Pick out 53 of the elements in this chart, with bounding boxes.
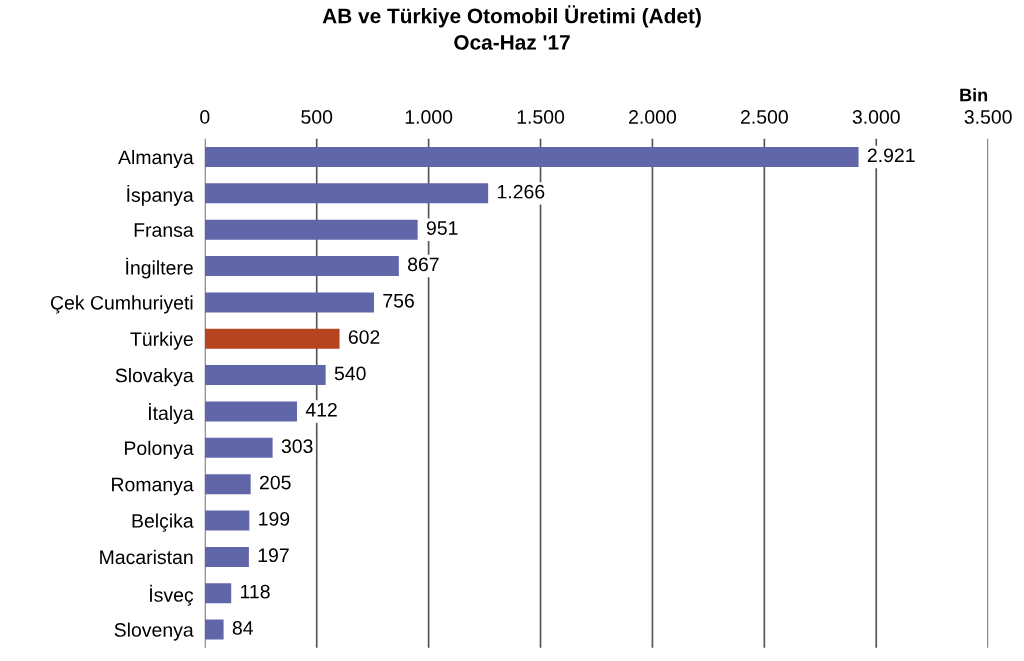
x-tick-label: 0: [200, 110, 210, 124]
bar: [204, 292, 375, 313]
data-label: 540: [334, 366, 366, 381]
data-label: 118: [241, 584, 270, 599]
y-tick-label: Slovenya: [114, 622, 194, 641]
bar: [204, 619, 224, 640]
y-tick-label: İtalya: [149, 403, 194, 424]
data-label: 602: [348, 330, 380, 344]
y-tick-label: Romanya: [112, 477, 194, 496]
data-label: 951: [426, 221, 458, 235]
x-tick-label: 2.000: [629, 110, 677, 124]
x-tick-label: 1.000: [405, 110, 453, 124]
data-label: 199: [259, 511, 290, 526]
y-tick-label: İngiltere: [126, 257, 193, 279]
bar: [204, 183, 489, 204]
data-label: 756: [383, 293, 414, 308]
x-tick-label: 2.500: [740, 110, 788, 124]
y-tick-label: Belçika: [132, 513, 194, 532]
bar: [204, 365, 326, 386]
y-tick-label: İspanya: [127, 184, 194, 206]
x-tick-label: 500: [301, 110, 333, 124]
data-label: 2.921: [867, 148, 915, 163]
data-label: 303: [281, 439, 313, 454]
y-tick-label: Türkiye: [130, 331, 193, 350]
bar: [204, 437, 273, 458]
bar: [204, 546, 249, 567]
data-label: 84: [232, 621, 253, 635]
bar: [204, 146, 859, 167]
bar: [204, 256, 399, 277]
x-tick-label: 3.500: [964, 110, 1012, 124]
y-tick-label: Slovakya: [115, 368, 194, 387]
bar: [204, 219, 418, 240]
bar: [204, 474, 251, 495]
x-tick-label: 1.500: [517, 110, 565, 124]
chart-title: AB ve Türkiye Otomobil Üretimi (Adet): [322, 5, 701, 28]
bar: [204, 583, 232, 604]
chart-subtitle: Oca-Haz '17: [454, 35, 570, 50]
bar: [204, 401, 298, 422]
y-tick-label: Çek Cumhuriyeti: [50, 295, 193, 314]
y-tick-label: İsveç: [150, 584, 194, 606]
x-tick-label: 3.000: [852, 110, 900, 124]
y-tick-label: Macaristan: [100, 549, 193, 565]
bar: [204, 510, 250, 531]
x-axis-title: Bin: [960, 88, 988, 102]
data-label: 867: [408, 257, 439, 272]
y-tick-label: Almanya: [118, 149, 194, 169]
data-label: 205: [259, 475, 291, 490]
data-label: 412: [305, 402, 337, 417]
y-tick-label: Fransa: [134, 223, 194, 237]
data-label: 1.266: [497, 184, 545, 199]
data-label: 197: [258, 548, 289, 563]
bar: [204, 328, 340, 349]
y-tick-label: Polonya: [125, 440, 194, 459]
